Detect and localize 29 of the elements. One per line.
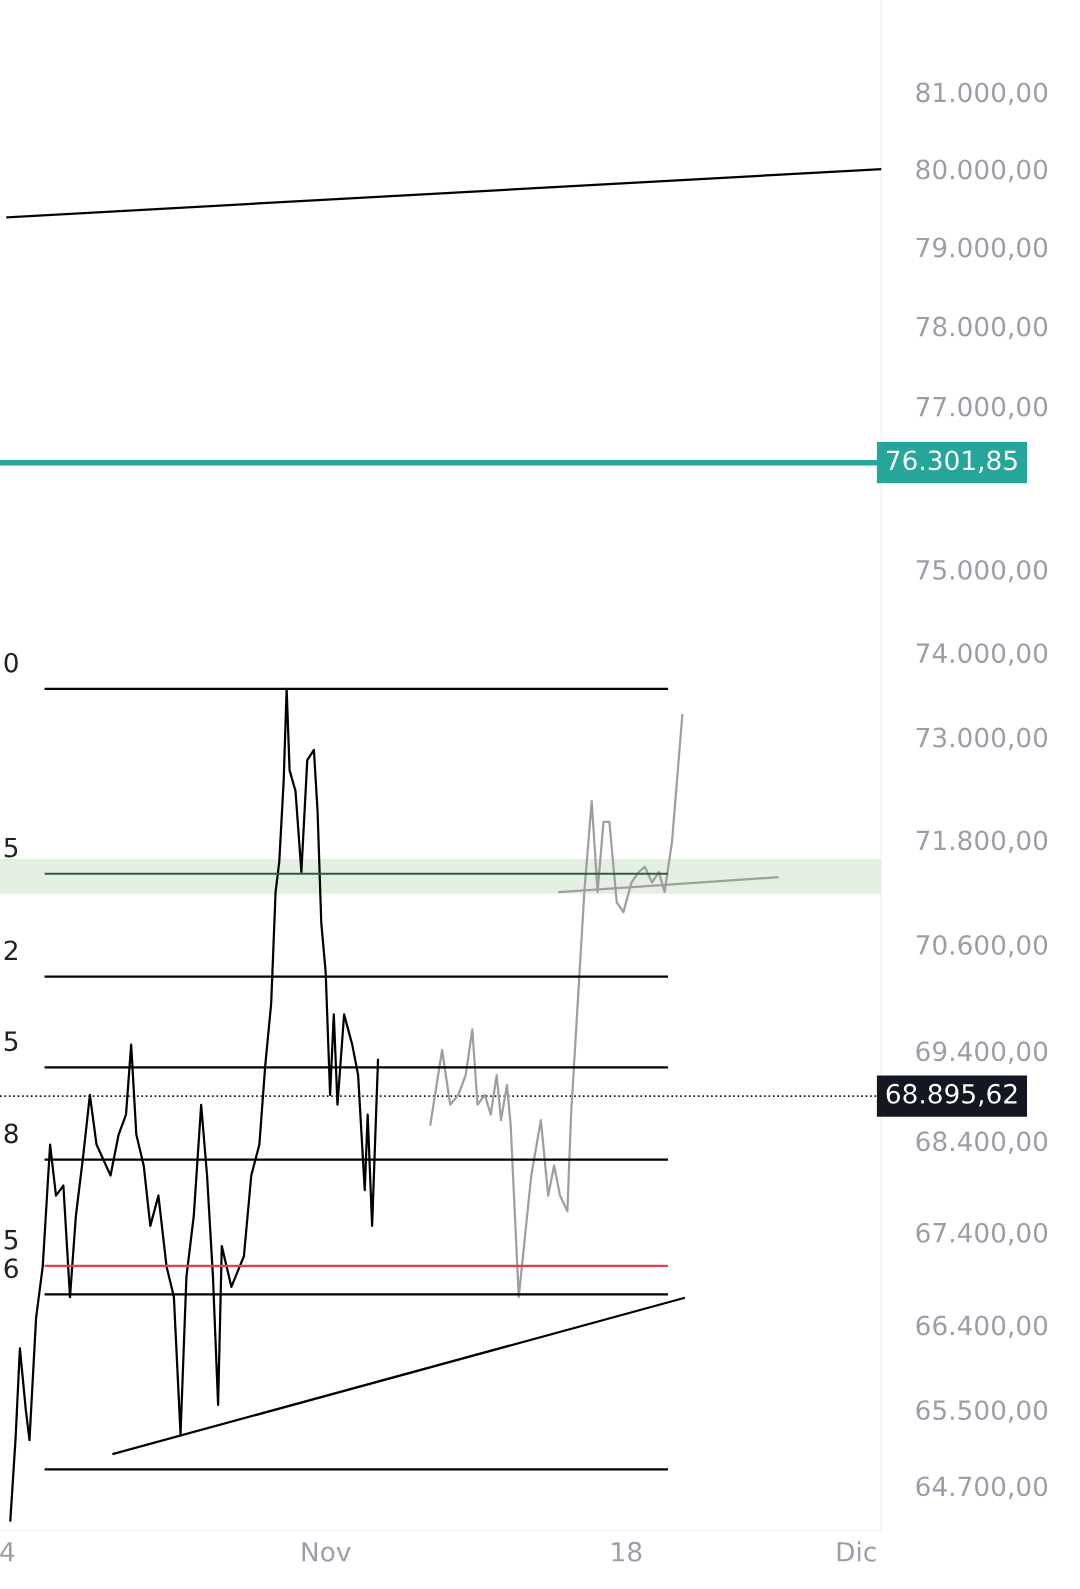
x-tick-label: Nov xyxy=(302,1542,351,1562)
y-tick-label: 70.600,00 xyxy=(916,934,1048,958)
x-tick-label: 18 xyxy=(612,1541,642,1562)
x-tick-label: Dic xyxy=(837,1541,876,1562)
annotation: 8 xyxy=(4,1123,18,1144)
y-tick-label: 64.700,00 xyxy=(916,1476,1048,1500)
annotation: 5 xyxy=(4,1031,18,1052)
annotation: 0 xyxy=(4,652,18,673)
y-tick-label: 81.000,00 xyxy=(916,82,1048,106)
ref-line-label: 76.301,85 xyxy=(886,450,1017,474)
y-tick-label: 71.800,00 xyxy=(916,830,1048,854)
ref-line-label: 68.895,62 xyxy=(886,1083,1017,1107)
y-tick-label: 65.500,00 xyxy=(916,1400,1048,1423)
annotation: 5 xyxy=(4,1230,18,1250)
annotation: 6 xyxy=(4,1258,18,1279)
y-tick-label: 69.400,00 xyxy=(916,1041,1048,1064)
y-tick-label: 80.000,00 xyxy=(916,159,1048,183)
y-tick-label: 77.000,00 xyxy=(916,396,1048,420)
y-tick-label: 78.000,00 xyxy=(916,316,1048,340)
y-tick-label: 66.400,00 xyxy=(916,1315,1048,1339)
y-tick-label: 73.000,00 xyxy=(916,727,1048,751)
y-tick-label: 79.000,00 xyxy=(916,237,1048,261)
y-tick-label: 74.000,00 xyxy=(916,643,1048,666)
x-tick-label: 4 xyxy=(0,1542,15,1562)
annotation: 5 xyxy=(4,837,18,858)
y-tick-label: 75.000,00 xyxy=(916,559,1048,583)
y-tick-label: 67.400,00 xyxy=(916,1222,1048,1246)
annotation: 2 xyxy=(4,940,17,960)
y-tick-label: 68.400,00 xyxy=(916,1131,1048,1155)
